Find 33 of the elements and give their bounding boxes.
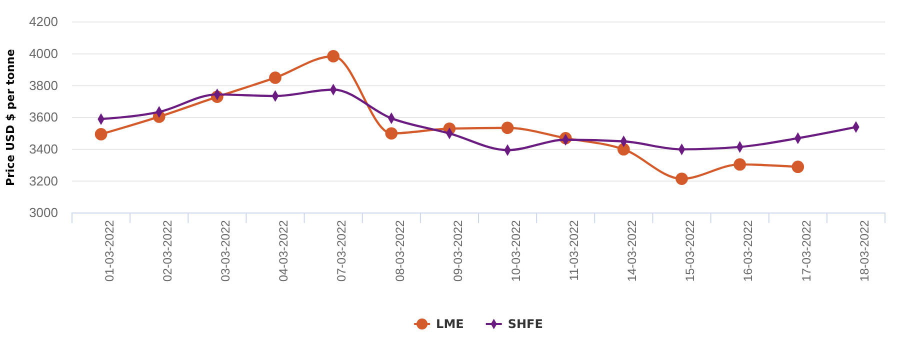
x-tick-label: 15-03-2022	[683, 220, 698, 282]
x-tick-label: 11-03-2022	[567, 220, 582, 281]
x-tick-label: 17-03-2022	[799, 220, 814, 282]
point	[269, 72, 282, 84]
x-tick-label: 04-03-2022	[276, 220, 291, 282]
y-axis-title: Price USD $ per tonne	[4, 49, 17, 186]
legend-label: SHFE	[508, 317, 543, 332]
x-tick-label: 01-03-2022	[102, 220, 116, 282]
point	[734, 158, 746, 171]
x-tick-label: 10-03-2022	[508, 220, 523, 282]
legend-label: LME	[436, 317, 464, 332]
point	[618, 143, 630, 156]
x-tick-label: 14-03-2022	[625, 220, 640, 282]
point	[676, 172, 688, 185]
x-tick-label: 08-03-2022	[392, 220, 407, 282]
x-tick-label: 18-03-2022	[857, 220, 872, 282]
x-tick-label: 16-03-2022	[741, 220, 756, 282]
point	[385, 127, 398, 140]
y-tick-label: 3400	[29, 141, 58, 156]
point	[327, 50, 340, 62]
x-tick-label: 03-03-2022	[218, 220, 233, 282]
point	[94, 128, 108, 140]
y-tick-label: 3000	[29, 205, 58, 220]
y-tick-label: 4000	[29, 46, 58, 61]
point	[501, 122, 514, 134]
y-tick-label: 3200	[29, 173, 58, 188]
y-tick-label: 4200	[29, 14, 58, 30]
x-tick-label: 07-03-2022	[334, 220, 349, 282]
x-tick-label: 02-03-2022	[160, 220, 175, 282]
y-tick-label: 3600	[29, 110, 58, 125]
x-tick-label: 09-03-2022	[450, 220, 465, 282]
y-tick-label: 3800	[29, 78, 58, 93]
point	[792, 160, 804, 174]
